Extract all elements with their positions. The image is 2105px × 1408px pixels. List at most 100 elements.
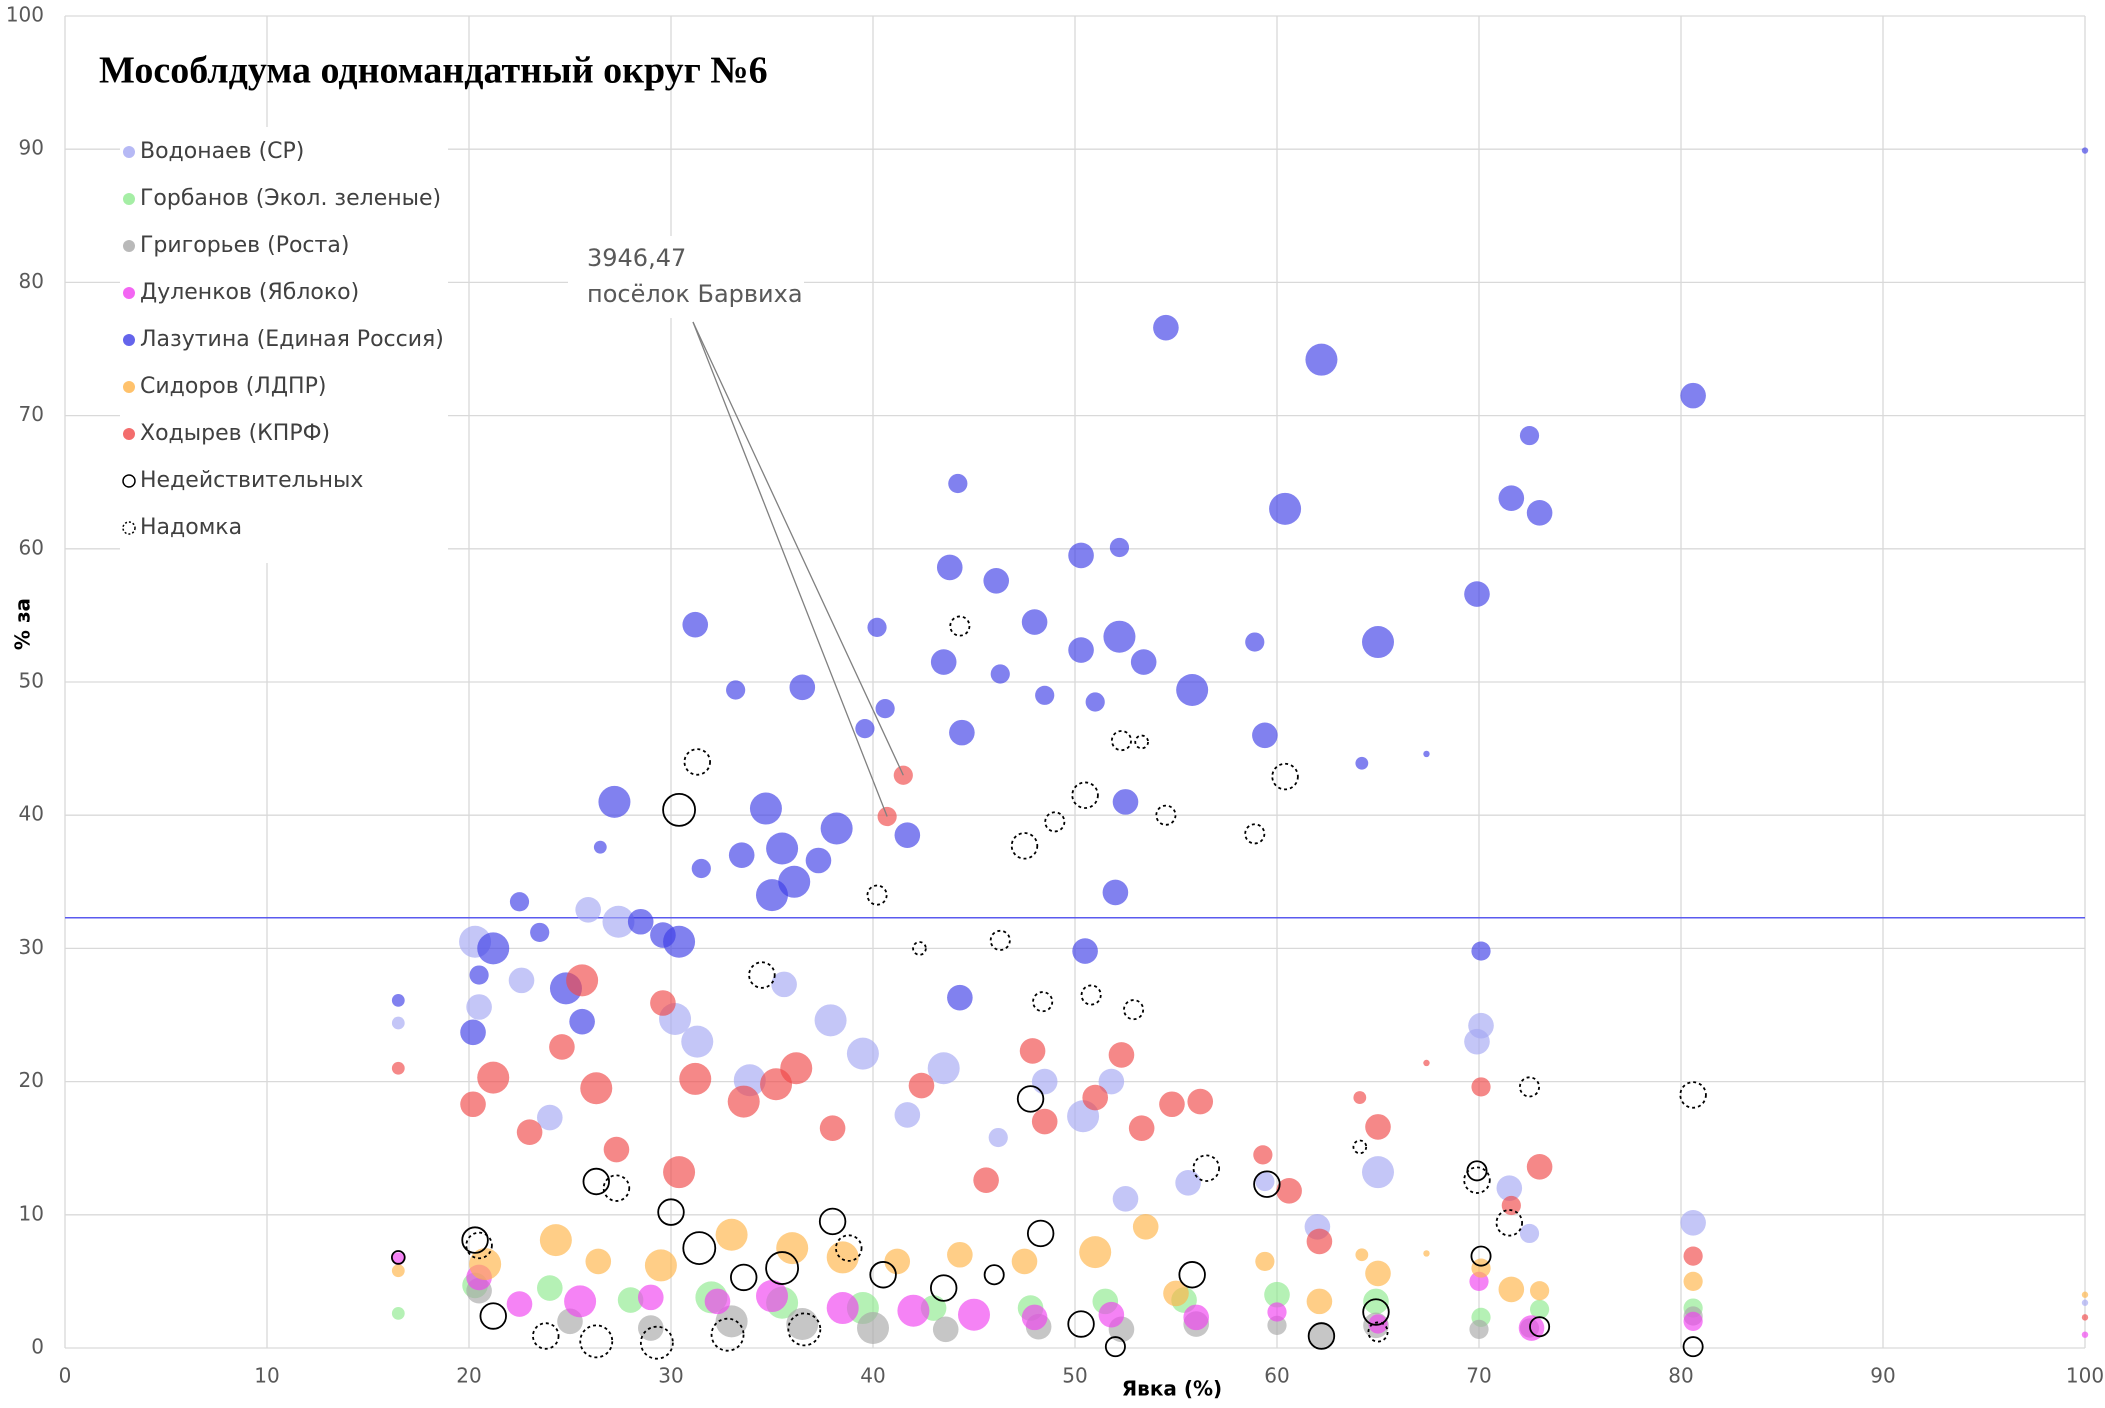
legend-marker xyxy=(123,287,135,299)
bubble xyxy=(390,1250,406,1265)
bubble xyxy=(778,865,811,898)
bubble xyxy=(818,1207,847,1236)
bubble xyxy=(1423,750,1430,758)
bubble xyxy=(866,884,888,906)
bubble xyxy=(1103,620,1136,653)
bubble xyxy=(1080,984,1102,1006)
bubble xyxy=(1470,1245,1492,1267)
bubble xyxy=(1307,1322,1336,1350)
bubble xyxy=(466,994,492,1020)
y-tick-label: 20 xyxy=(19,1068,44,1092)
annotation-pointer xyxy=(692,321,904,776)
bubble xyxy=(728,842,755,868)
bubble xyxy=(1365,1114,1391,1140)
annotation-text: 3946,47 xyxy=(587,244,686,272)
bubble xyxy=(1104,1336,1126,1358)
bubble xyxy=(1134,734,1149,750)
bubble xyxy=(1362,1298,1390,1326)
bubble xyxy=(1423,1250,1430,1257)
bubble xyxy=(1102,879,1129,906)
bubble xyxy=(1306,1228,1333,1255)
bubble xyxy=(1276,1178,1302,1204)
legend-label: Надомка xyxy=(140,515,242,540)
bubble xyxy=(1267,1315,1287,1335)
bubble xyxy=(1044,811,1066,833)
bubble xyxy=(1175,1170,1201,1196)
x-tick-label: 80 xyxy=(1668,1364,1693,1388)
bubble xyxy=(1519,425,1540,446)
bubble xyxy=(1035,685,1055,705)
bubble xyxy=(391,1061,405,1075)
bubble xyxy=(1128,1115,1155,1142)
bubble xyxy=(1085,692,1105,712)
bubble xyxy=(884,1248,911,1275)
bubble xyxy=(1306,1288,1333,1315)
bubble xyxy=(627,908,654,935)
y-tick-label: 0 xyxy=(31,1335,44,1359)
bubble xyxy=(989,929,1011,951)
bubble xyxy=(1098,1301,1125,1328)
y-tick-label: 100 xyxy=(6,3,44,27)
bubble xyxy=(1519,1223,1540,1244)
bubble xyxy=(1253,1170,1281,1198)
y-tick-label: 10 xyxy=(19,1201,44,1225)
bubble xyxy=(908,1072,935,1099)
bubble xyxy=(715,1305,748,1338)
bubble xyxy=(912,941,927,956)
bubble xyxy=(820,812,853,845)
bubble xyxy=(1176,673,1209,706)
bubble xyxy=(894,822,921,848)
bubble xyxy=(1530,1281,1550,1301)
x-tick-label: 10 xyxy=(254,1364,279,1388)
bubble xyxy=(1353,1091,1367,1104)
bubble xyxy=(1498,1276,1525,1303)
bubble xyxy=(461,1226,489,1254)
legend-label: Дуленков (Яблоко) xyxy=(140,280,359,305)
bubble xyxy=(1496,1175,1523,1201)
legend-marker xyxy=(123,334,135,346)
bubble xyxy=(585,1248,612,1275)
y-tick-label: 50 xyxy=(19,669,44,693)
bubble xyxy=(819,1115,846,1142)
y-tick-label: 40 xyxy=(19,802,44,826)
bubble xyxy=(564,1285,597,1318)
bubble xyxy=(580,1072,613,1105)
bubble xyxy=(1021,609,1048,635)
legend-label: Сидоров (ЛДПР) xyxy=(140,374,326,399)
bubble xyxy=(766,832,799,865)
bubble xyxy=(1305,343,1338,376)
bubble xyxy=(391,1016,405,1030)
bubble xyxy=(983,1264,1005,1286)
bubble xyxy=(893,765,913,785)
bubble xyxy=(681,1025,714,1058)
bubble xyxy=(575,896,601,923)
bubble xyxy=(1367,1321,1389,1343)
bubble xyxy=(930,1274,958,1302)
bubble xyxy=(1267,1302,1287,1322)
bubble xyxy=(1271,762,1299,791)
bubble xyxy=(1683,1311,1703,1331)
bubble xyxy=(506,1291,533,1317)
bubble xyxy=(1469,1319,1489,1339)
bubble xyxy=(1471,1258,1491,1278)
bubble xyxy=(855,719,875,739)
bubble xyxy=(1471,1077,1491,1097)
bubble xyxy=(1252,722,1278,749)
bubble xyxy=(771,971,797,998)
annotation-pointer xyxy=(692,321,888,817)
bubble xyxy=(582,1167,610,1196)
bubble xyxy=(1108,1042,1135,1068)
annotation-text: посёлок Барвиха xyxy=(587,280,803,308)
bubble xyxy=(1355,1248,1369,1262)
bubble xyxy=(663,1156,696,1189)
bubble xyxy=(875,699,895,719)
bubble xyxy=(1068,637,1094,663)
bubble xyxy=(1530,1299,1550,1319)
bubble xyxy=(537,1275,563,1301)
bubble xyxy=(683,748,711,776)
bubble xyxy=(682,611,709,638)
bubble xyxy=(602,1174,631,1202)
bubble xyxy=(932,1316,959,1343)
bubble xyxy=(1683,1246,1703,1266)
bubble xyxy=(1495,1209,1524,1237)
